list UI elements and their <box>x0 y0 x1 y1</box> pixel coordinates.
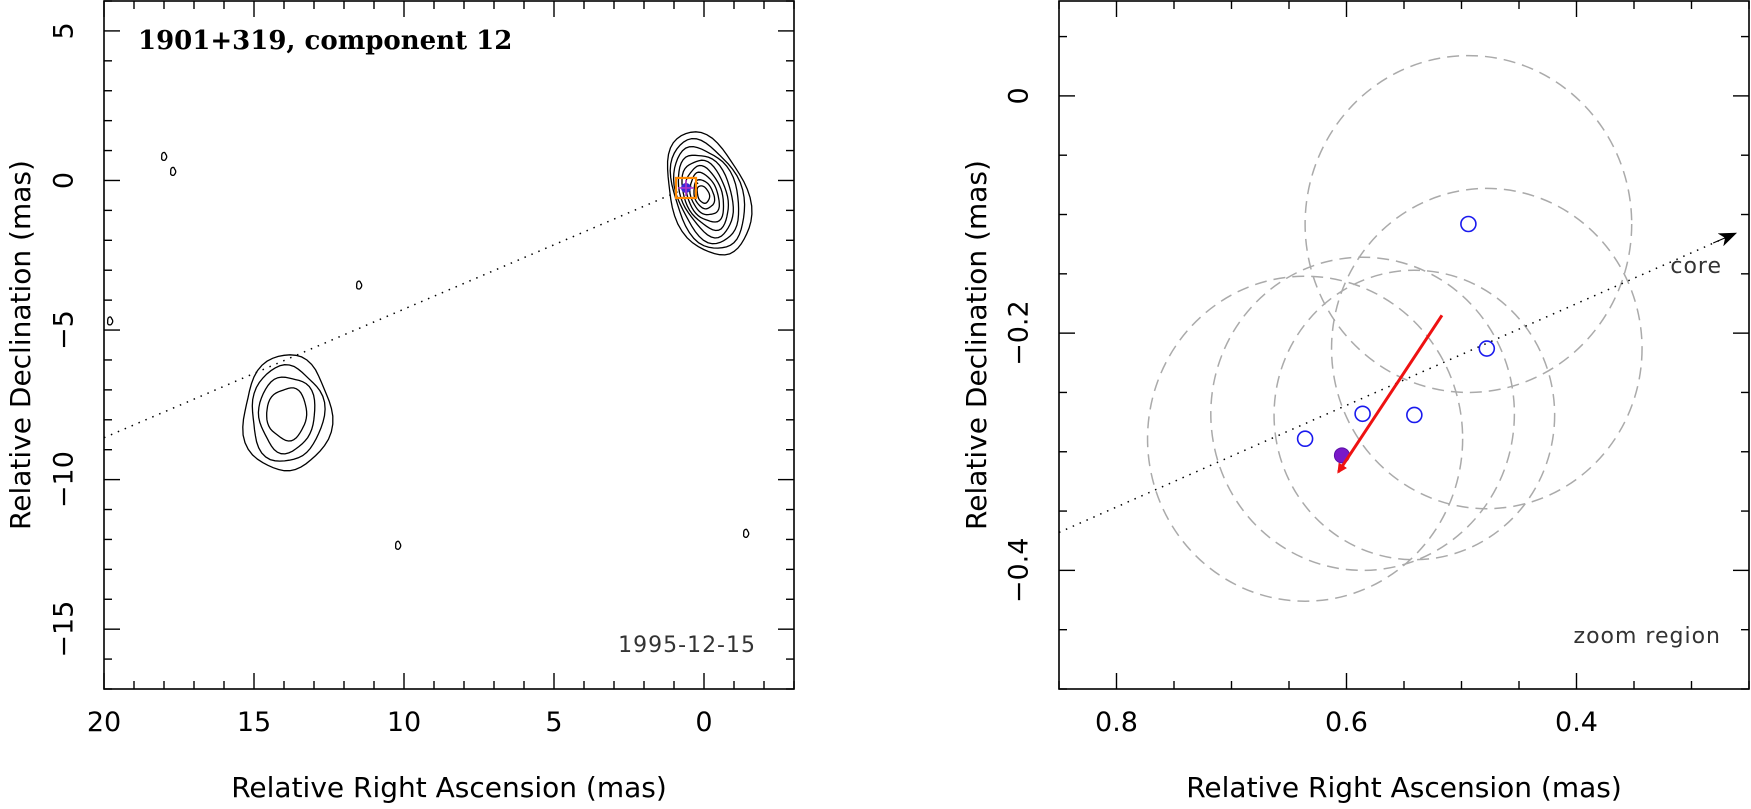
component-position-point <box>1296 430 1314 448</box>
right-y-tick-label: 0 <box>1004 87 1035 104</box>
left-contour-set <box>106 131 753 550</box>
right-y-axis-label: Relative Declination (mas) <box>960 160 993 530</box>
core-contour <box>666 131 753 256</box>
left-component-marker <box>674 176 698 200</box>
zoom-region-label: zoom region <box>1574 624 1721 649</box>
core-contour <box>681 159 730 232</box>
right-plot-frame <box>1058 0 1750 690</box>
uncertainty-circle <box>1210 256 1516 572</box>
core-direction-label: core <box>1670 254 1722 279</box>
core-direction-arrowhead <box>1713 232 1738 247</box>
component-position-point <box>1460 215 1477 233</box>
core-contour <box>669 137 746 249</box>
core-contour <box>689 171 720 216</box>
right-x-axis-label: Relative Right Ascension (mas) <box>1186 771 1622 804</box>
left-y-tick-label: 5 <box>49 22 80 39</box>
component-position-points <box>1296 215 1738 464</box>
left-tick-labels: 20 15 10 5 0 5 0 −5 −10 −15 <box>49 22 713 738</box>
noise-contour <box>394 540 402 550</box>
left-date-label: 1995-12-15 <box>618 633 756 658</box>
uncertainty-circles <box>1146 54 1643 602</box>
left-x-tick-label: 20 <box>87 707 121 738</box>
noise-contour <box>355 280 363 290</box>
left-panel-title: 1901+319, component 12 <box>138 26 512 56</box>
left-x-tick-label: 15 <box>237 707 271 738</box>
left-jet-axis-line <box>104 179 705 439</box>
left-y-axis-label: Relative Declination (mas) <box>4 160 37 530</box>
right-y-tick-label: −0.4 <box>1004 538 1035 604</box>
component-contour <box>266 387 308 442</box>
noise-contour <box>106 316 114 326</box>
core-contour <box>677 154 734 239</box>
left-y-tick-label: 0 <box>49 172 80 189</box>
right-y-tick-label: −0.2 <box>1004 300 1035 366</box>
right-x-tick-label: 0.6 <box>1325 707 1368 738</box>
component-position-point <box>1478 340 1496 357</box>
component-contour <box>251 364 326 462</box>
right-x-tick-label: 0.4 <box>1555 707 1598 738</box>
left-y-tick-label: −10 <box>49 451 80 508</box>
noise-contour <box>160 151 168 162</box>
left-x-axis-label: Relative Right Ascension (mas) <box>231 771 667 804</box>
left-x-tick-label: 10 <box>387 707 421 738</box>
component-position-point <box>1354 405 1371 423</box>
right-jet-axis-line <box>1059 232 1736 534</box>
left-axis-ticks <box>103 0 795 690</box>
component-box-marker <box>674 176 698 200</box>
component-position-point <box>1406 406 1423 424</box>
noise-contour <box>742 528 750 538</box>
left-y-tick-label: −15 <box>49 601 80 658</box>
left-y-tick-label: −5 <box>49 310 80 350</box>
core-contour <box>684 164 725 223</box>
right-x-tick-label: 0.8 <box>1095 707 1138 738</box>
uncertainty-circle <box>1273 269 1556 561</box>
left-panel: 20 15 10 5 0 5 0 −5 −10 −15 1901+319, component 1… <box>4 0 795 804</box>
uncertainty-circle <box>1304 54 1633 394</box>
right-panel: 0.8 0.6 0.4 0 −0.2 −0.4 zoom region core Rela… <box>960 0 1750 804</box>
right-axis-ticks <box>1058 1 1750 690</box>
core-contour <box>696 185 711 204</box>
noise-contour <box>169 166 177 177</box>
uncertainty-circle <box>1146 275 1464 602</box>
component-contour <box>242 354 334 472</box>
motion-vector-arrow <box>1337 314 1444 474</box>
uncertainty-circle <box>1330 187 1643 510</box>
left-plot-frame <box>103 0 795 690</box>
right-tick-labels: 0.8 0.6 0.4 0 −0.2 −0.4 <box>1004 87 1598 738</box>
core-contour <box>672 145 740 245</box>
left-x-tick-label: 5 <box>545 707 562 738</box>
component-contour <box>257 376 316 455</box>
left-x-tick-label: 0 <box>695 707 712 738</box>
